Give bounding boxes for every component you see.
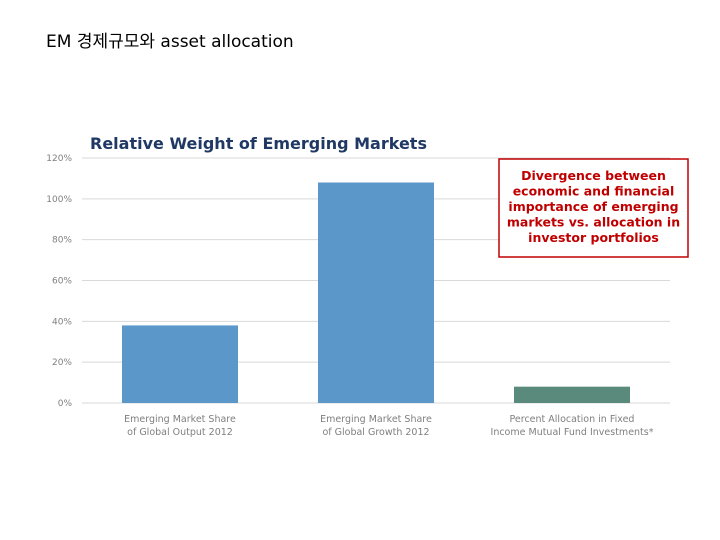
y-axis-ticks: 0% 20% 40% 60% 80% 100% 120%: [46, 154, 72, 409]
category-label: of Global Output 2012: [127, 427, 233, 438]
category-label: Income Mutual Fund Investments*: [491, 427, 654, 438]
bar: [514, 386, 630, 403]
category-label: of Global Growth 2012: [322, 427, 429, 438]
category-label: Percent Allocation in Fixed: [510, 414, 635, 425]
bars: [122, 182, 630, 403]
bar: [122, 325, 238, 403]
y-tick-label: 40%: [52, 317, 72, 327]
y-tick-label: 60%: [52, 277, 72, 287]
y-tick-label: 20%: [52, 358, 72, 368]
chart-title: Relative Weight of Emerging Markets: [90, 134, 427, 153]
category-label: Emerging Market Share: [124, 414, 236, 425]
y-tick-label: 100%: [46, 195, 72, 205]
callout-text-line: economic and financial: [513, 184, 675, 199]
y-tick-label: 80%: [52, 236, 72, 246]
callout-text-line: investor portfolios: [528, 230, 659, 245]
category-label: Emerging Market Share: [320, 414, 432, 425]
callout-text-line: importance of emerging: [508, 199, 678, 214]
callout-text-line: markets vs. allocation in: [507, 215, 680, 230]
callout-border: [498, 158, 689, 258]
slide-title: EM 경제규모와 asset allocation: [46, 32, 294, 52]
bar: [318, 182, 434, 403]
category-labels: Emerging Market Share of Global Output 20…: [124, 414, 654, 438]
y-tick-label: 120%: [46, 154, 72, 164]
y-tick-label: 0%: [58, 399, 73, 409]
callout-text-line: Divergence between: [521, 168, 666, 183]
